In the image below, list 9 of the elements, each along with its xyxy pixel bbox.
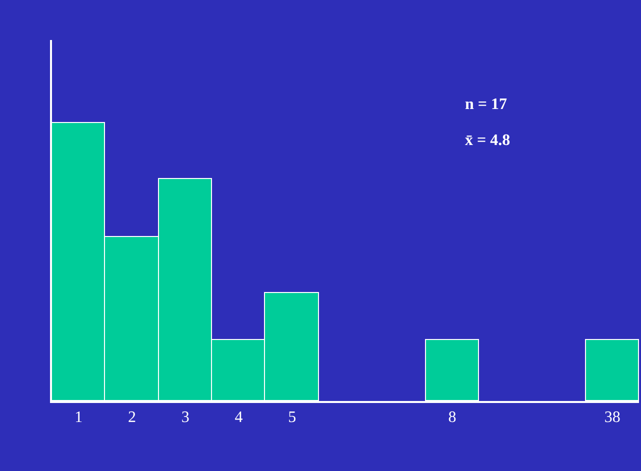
x-tick-label: 4 <box>234 409 243 426</box>
annotation: x̄ = 4.8 <box>465 132 510 149</box>
x-tick-label: 38 <box>604 409 620 426</box>
x-tick-label: 1 <box>74 409 83 426</box>
x-tick-label: 3 <box>181 409 190 426</box>
x-tick-label: 2 <box>128 409 136 426</box>
x-tick-label: 5 <box>288 409 296 426</box>
x-tick-label: 8 <box>448 409 456 426</box>
text: n = 17 <box>465 96 508 113</box>
